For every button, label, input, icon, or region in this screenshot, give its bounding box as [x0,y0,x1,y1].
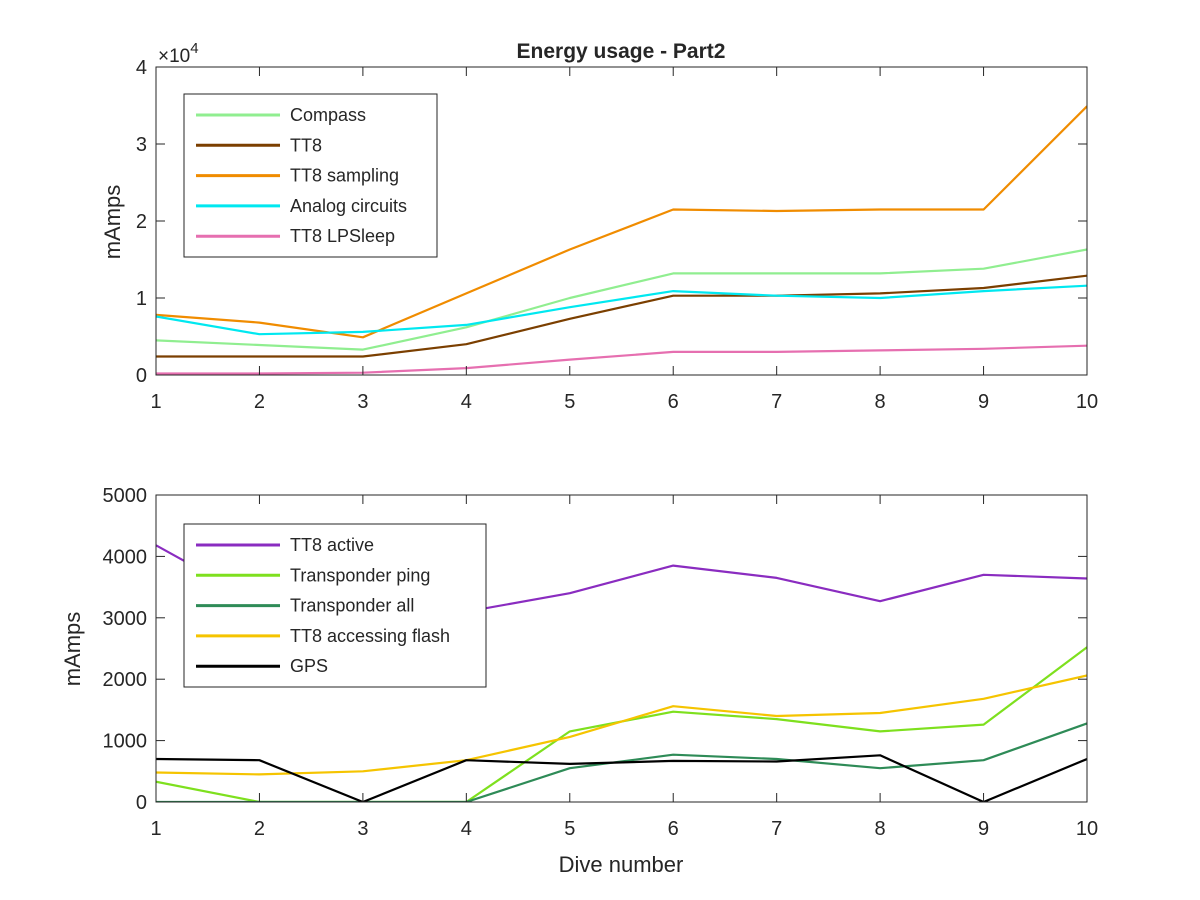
bottom-x-tick-label: 10 [1076,818,1098,840]
bottom-y-tick-label: 3000 [103,608,148,630]
bottom-series-group [156,544,1087,802]
bottom-y-tick-label: 4000 [103,546,148,568]
top-y-tick-label: 4 [136,57,147,79]
bottom-x-tick-label: 1 [150,818,161,840]
bottom-legend-label-1: Transponder ping [290,565,430,585]
bottom-y-tick-label: 2000 [103,669,148,691]
top-x-tick-label: 5 [564,391,575,413]
bottom-x-tick-label: 7 [771,818,782,840]
top-y-axis-label: mAmps [100,185,125,260]
top-legend-label-1: TT8 [290,135,322,155]
top-series-line-3 [156,284,1087,336]
top-x-tick-label: 4 [461,391,472,413]
top-x-tick-label: 3 [357,391,368,413]
top-y-exponent-label: ×104 [158,40,199,67]
top-legend-label-3: Analog circuits [290,196,407,216]
top-chart-title: Energy usage - Part2 [517,40,726,63]
top-x-tick-label: 1 [150,391,161,413]
top-series-line-0 [156,248,1087,351]
bottom-x-tick-label: 8 [875,818,886,840]
bottom-legend-label-0: TT8 active [290,535,374,555]
top-x-tick-label: 6 [668,391,679,413]
top-x-tick-label: 7 [771,391,782,413]
bottom-y-axis-label: mAmps [60,612,85,687]
bottom-series-line-3 [156,674,1087,776]
top-series-line-4 [156,344,1087,375]
top-y-tick-label: 3 [136,134,147,156]
bottom-legend-label-4: GPS [290,656,328,676]
top-y-tick-label: 1 [136,288,147,310]
top-y-tick-label: 0 [136,365,147,387]
top-series-line-2 [156,105,1087,339]
bottom-legend-label-3: TT8 accessing flash [290,626,450,646]
bottom-x-tick-label: 9 [978,818,989,840]
top-y-tick-label: 2 [136,211,147,233]
bottom-x-tick-label: 5 [564,818,575,840]
bottom-y-tick-label: 5000 [103,485,148,507]
top-legend-label-4: TT8 LPSleep [290,226,395,246]
bottom-x-tick-label: 4 [461,818,472,840]
bottom-x-tick-label: 6 [668,818,679,840]
top-x-tick-label: 9 [978,391,989,413]
top-series-line-1 [156,274,1087,358]
bottom-x-axis-label: Dive number [559,852,684,877]
top-legend: Compass TT8 TT8 sampling Analog circuits TT8… [183,93,438,258]
bottom-legend-label-2: Transponder all [290,596,414,616]
bottom-axes-box [155,494,1088,803]
top-x-tick-label: 8 [875,391,886,413]
bottom-x-tick-label: 2 [254,818,265,840]
top-x-tick-label: 10 [1076,391,1098,413]
bottom-y-tick-label: 0 [136,792,147,814]
top-legend-label-0: Compass [290,105,366,125]
bottom-legend: TT8 active Transponder ping Transponder al… [183,523,487,688]
chart-top: Energy usage - Part2 ×104 mAmps 1 2 3 4 5 6 7 8… [100,40,1098,413]
bottom-y-tick-label: 1000 [103,731,148,753]
top-x-tick-label: 2 [254,391,265,413]
top-legend-label-2: TT8 sampling [290,166,399,186]
chart-bottom: mAmps Dive number 1 2 3 4 5 6 7 8 9 10 0 1000 2000 30… [60,485,1098,877]
bottom-series-line-4 [156,754,1087,802]
top-series-group [156,105,1087,375]
bottom-x-tick-label: 3 [357,818,368,840]
